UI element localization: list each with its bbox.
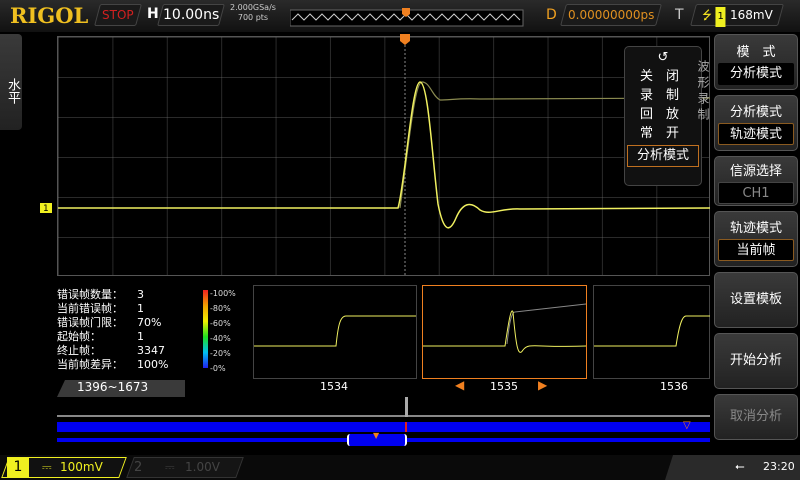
system-status: [665, 455, 800, 480]
stat-row: 起始帧： 1: [57, 330, 144, 343]
analysis-stats: 错误帧数量： 3 当前错误帧： 1 错误帧门限： 70% 起始帧： 1 终止帧： 3347…: [57, 288, 168, 372]
timeline-cursor[interactable]: [405, 397, 408, 417]
trigger-label: T: [675, 7, 684, 23]
delay-value[interactable]: 0.00000000ps: [560, 4, 662, 26]
analysis-mode-button[interactable]: 分析模式 轨迹模式: [714, 95, 798, 151]
trigger-source-badge: 1: [715, 7, 726, 27]
mode-button[interactable]: 模 式分析模式: [714, 34, 798, 90]
trigger-position-icon: [402, 8, 410, 17]
ch1-ground-marker: 1: [43, 204, 49, 214]
color-scale-labels: -100% -80% -60% -40% -20% -0%: [210, 289, 236, 373]
brand-logo: RIGOL: [10, 3, 89, 28]
color-scale-bar: [203, 290, 208, 368]
rising-edge-icon: ⭍: [702, 8, 712, 22]
popup-item-record[interactable]: 录 制: [640, 88, 680, 103]
dc-coupling-icon: ⎓: [42, 460, 52, 474]
timebase-value[interactable]: 10.00ns: [157, 4, 225, 26]
prev-frame-icon[interactable]: ◀: [455, 378, 465, 392]
waveform-area: 1: [40, 34, 711, 276]
frame-thumbnail[interactable]: [593, 285, 710, 379]
cancel-analysis-button[interactable]: 取消分析: [714, 394, 798, 440]
popup-item-analysis[interactable]: 分析模式: [627, 145, 699, 167]
ch2-badge: 2: [134, 460, 143, 475]
next-frame-icon[interactable]: ▶: [538, 378, 548, 392]
popup-item-always-on[interactable]: 常 开: [640, 126, 680, 141]
set-template-button[interactable]: 设置模板: [714, 272, 798, 328]
popup-item-playback[interactable]: 回 放: [640, 107, 680, 122]
zoom-window[interactable]: [347, 434, 407, 446]
frame-thumbnail[interactable]: [253, 285, 417, 379]
record-popup-menu: ↺ 关 闭 录 制 回 放 常 开 分析模式: [624, 46, 702, 186]
ch1-badge: 1: [7, 457, 29, 478]
ch1-trace: [58, 81, 711, 229]
trigger-small-icon: ▼: [373, 431, 380, 440]
delay-label: D: [546, 7, 557, 23]
ch2-scale-value: 1.00V: [185, 460, 220, 474]
frame-label: 1534: [320, 380, 348, 393]
trace-mode-button[interactable]: 轨迹模式 当前帧: [714, 211, 798, 267]
waveform-grid: [57, 36, 710, 276]
stat-row: 错误帧数量： 3: [57, 288, 144, 301]
frame-label: 1535: [490, 380, 518, 393]
acq-info: 2.000GSa/s 700 pts: [230, 3, 276, 22]
ghost-trace: [399, 81, 711, 209]
ch1-scale-value: 100mV: [60, 460, 103, 474]
record-menu-tab[interactable]: 波形录制: [696, 60, 710, 124]
stat-row: 当前错误帧： 1: [57, 302, 144, 315]
frame-label: 1536: [660, 380, 688, 393]
current-frame-marker: [405, 422, 407, 432]
frame-range: 1396~1673: [57, 380, 185, 397]
source-select-button[interactable]: 信源选择 CH1: [714, 156, 798, 206]
trigger-level: 168mV: [730, 8, 773, 22]
trigger-marker-icon: [400, 34, 410, 45]
stat-row: 当前帧差异： 100%: [57, 358, 169, 371]
timeline-track: [57, 397, 710, 417]
horizontal-label: H: [147, 6, 159, 22]
trigger-settings[interactable]: ⭍ 1 168mV: [690, 4, 784, 27]
usb-icon: ⭠: [735, 459, 745, 473]
popup-item-close[interactable]: 关 闭: [640, 69, 680, 84]
back-icon[interactable]: ↺: [657, 50, 669, 65]
stat-row: 错误帧门限： 70%: [57, 316, 162, 329]
run-stop-status[interactable]: STOP: [94, 4, 142, 26]
frame-timeline-bar[interactable]: [57, 422, 710, 432]
start-analysis-button[interactable]: 开始分析: [714, 333, 798, 389]
horizontal-tab[interactable]: 水平: [0, 34, 22, 130]
end-marker-icon: ▽: [683, 420, 691, 431]
waveform-overview: [290, 8, 524, 27]
clock: 23:20: [763, 460, 795, 473]
frame-thumbnail-selected[interactable]: [422, 285, 587, 379]
dc-coupling-icon: ⎓: [165, 460, 175, 474]
stat-row: 终止帧： 3347: [57, 344, 165, 357]
